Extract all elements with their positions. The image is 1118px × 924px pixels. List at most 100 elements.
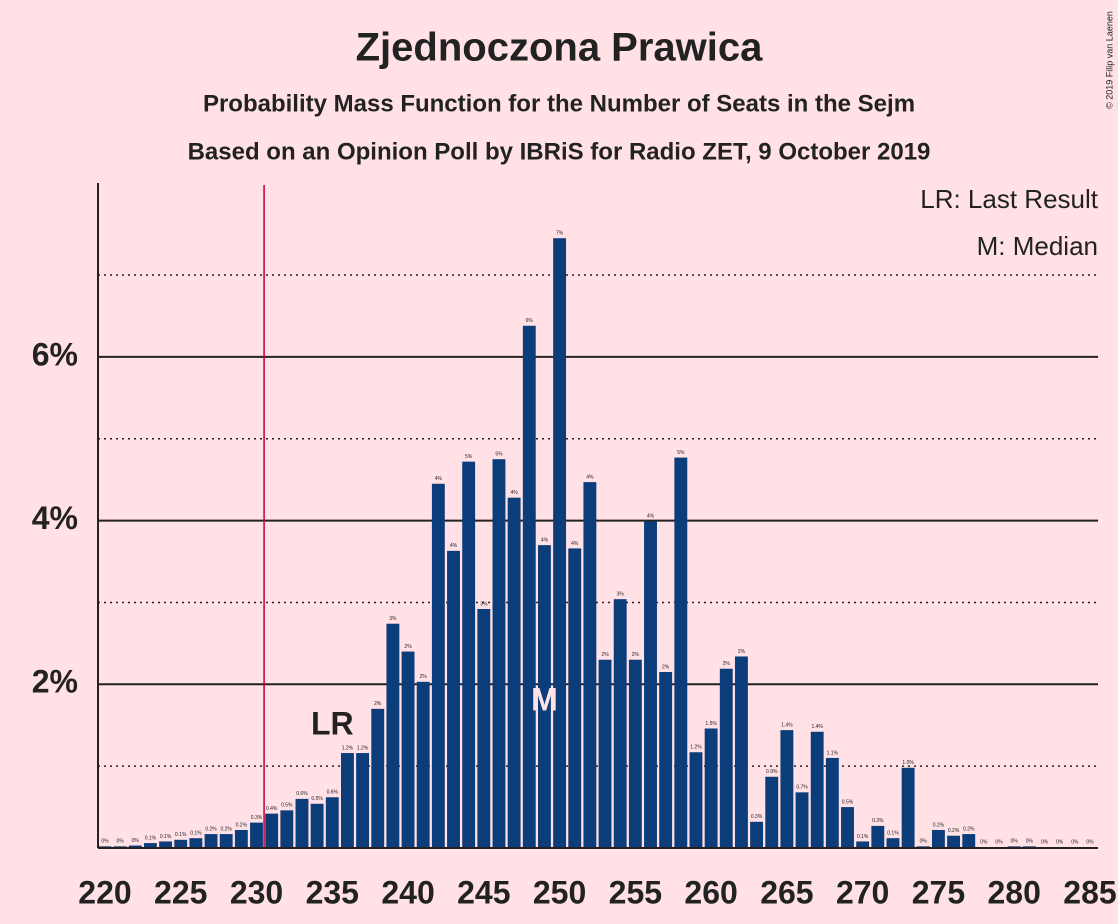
bar (810, 731, 824, 848)
bar (871, 825, 885, 848)
value-label: 4% (511, 490, 519, 496)
value-label: 0.7% (796, 785, 808, 791)
value-label: 0% (101, 839, 109, 845)
value-label: 2% (632, 652, 640, 658)
value-label: 0% (1071, 840, 1079, 846)
bar (250, 822, 263, 848)
bar (628, 659, 642, 848)
bar (204, 834, 218, 848)
bar (462, 461, 476, 848)
value-label: 0.6% (327, 790, 339, 796)
value-label: 0.1% (160, 834, 172, 840)
value-label: 0.5% (311, 796, 323, 802)
bar (780, 730, 794, 848)
bar (401, 651, 415, 848)
bar (841, 807, 854, 848)
value-label: 6% (526, 318, 534, 324)
bar (143, 843, 157, 848)
value-label: 0% (1011, 839, 1019, 845)
bar (325, 797, 339, 848)
value-label: 0.9% (766, 769, 778, 775)
bar (219, 834, 233, 848)
bar (416, 681, 430, 848)
value-label: 2% (601, 652, 609, 658)
bar (644, 521, 657, 848)
value-label: 0.1% (175, 832, 187, 838)
value-label: 4% (586, 474, 594, 480)
bar (507, 497, 521, 848)
value-label: 2% (738, 649, 746, 655)
x-tick-label: 235 (306, 874, 359, 910)
x-tick-label: 270 (836, 874, 889, 910)
value-label: 1.2% (342, 745, 354, 751)
value-label: 0% (980, 840, 988, 846)
median-label: M (531, 681, 558, 717)
bar (340, 753, 354, 848)
bar (886, 838, 900, 848)
bar (189, 838, 203, 848)
bar (553, 238, 567, 848)
bar (674, 457, 688, 848)
bar (371, 708, 385, 848)
value-label: 5% (677, 450, 685, 456)
bar (750, 821, 764, 848)
value-label: 2% (374, 701, 382, 707)
value-label: 2% (723, 661, 731, 667)
bar (492, 459, 506, 848)
value-label: 3% (480, 601, 488, 607)
value-label: 0% (920, 839, 928, 845)
bar (689, 752, 703, 848)
bar (962, 834, 976, 848)
credit: © 2019 Filip van Laenen (1104, 11, 1114, 109)
value-label: 0% (1056, 840, 1064, 846)
bar (583, 482, 597, 848)
bar (522, 325, 536, 849)
bar (795, 792, 809, 848)
bar (659, 672, 673, 848)
x-tick-label: 285 (1063, 874, 1116, 910)
y-tick-label: 6% (32, 336, 78, 372)
value-label: 0.5% (842, 799, 854, 805)
value-label: 0.2% (933, 822, 945, 828)
chart-title: Zjednoczona Prawica (356, 26, 764, 70)
value-label: 1.1% (827, 750, 839, 756)
value-label: 0.3% (872, 818, 884, 824)
x-tick-label: 220 (78, 874, 131, 910)
value-label: 7% (556, 231, 564, 237)
value-label: 4% (541, 537, 549, 543)
value-label: 0.1% (887, 831, 899, 837)
value-label: 0.2% (948, 828, 960, 834)
bar (447, 550, 460, 848)
value-label: 0.4% (266, 806, 278, 812)
value-label: 1.4% (781, 722, 793, 728)
bar (234, 829, 248, 848)
value-label: 0.1% (145, 835, 157, 841)
x-tick-label: 230 (230, 874, 283, 910)
bar (280, 810, 294, 848)
x-tick-label: 240 (381, 874, 434, 910)
bar (765, 776, 779, 848)
bar (901, 767, 915, 848)
bar (295, 798, 309, 848)
value-label: 1.4% (811, 724, 823, 730)
last-result-label: LR (311, 705, 354, 741)
bar (310, 803, 324, 848)
bar (719, 668, 733, 848)
value-label: 0% (117, 839, 125, 845)
y-tick-label: 4% (32, 500, 78, 536)
value-label: 0.2% (236, 822, 248, 828)
bar (174, 839, 188, 848)
bar (537, 545, 551, 848)
bar (431, 483, 445, 848)
x-tick-label: 250 (533, 874, 586, 910)
x-tick-label: 245 (457, 874, 510, 910)
bar (947, 835, 961, 848)
x-tick-label: 255 (609, 874, 662, 910)
x-tick-label: 260 (684, 874, 737, 910)
bar (931, 829, 945, 848)
value-label: 2% (420, 674, 428, 680)
value-label: 0.1% (857, 834, 869, 840)
subtitle: Based on an Opinion Poll by IBRiS for Ra… (188, 138, 931, 165)
bar (386, 623, 400, 848)
bar (568, 548, 582, 848)
